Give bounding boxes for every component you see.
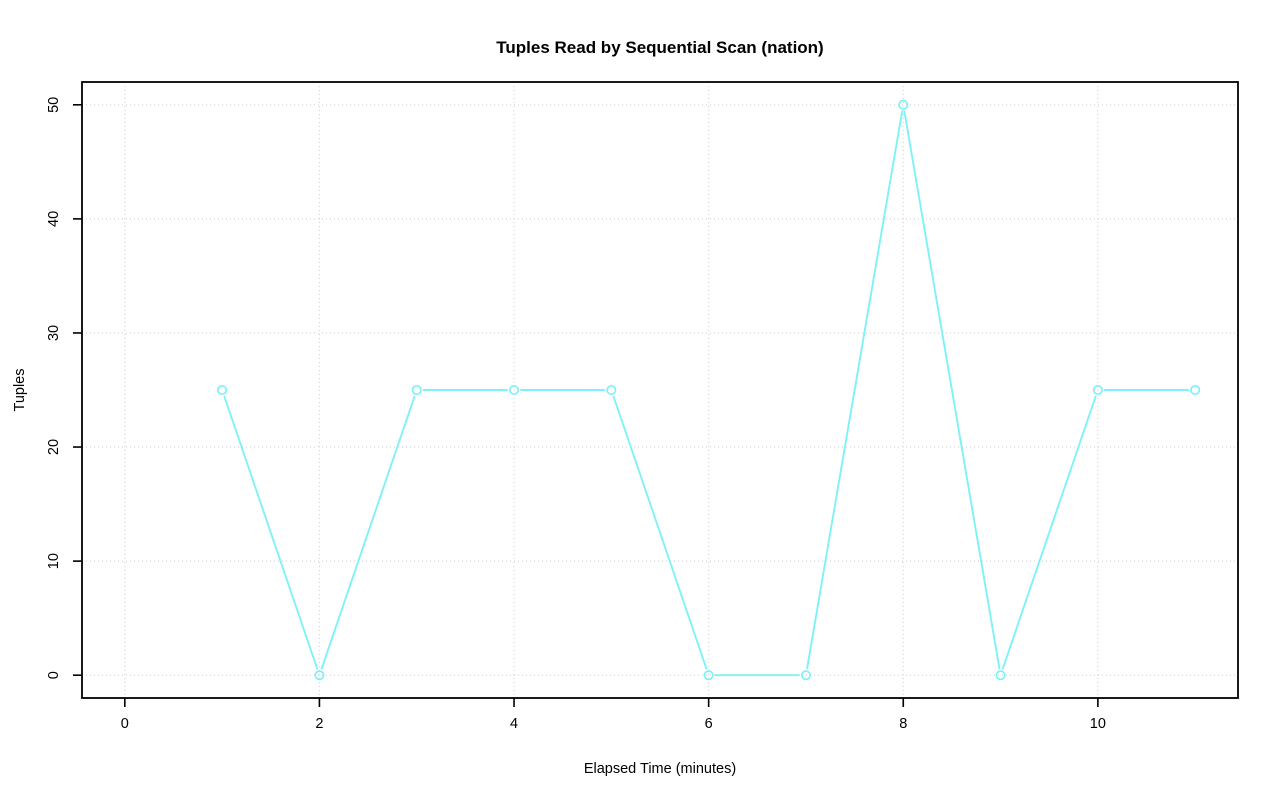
axis-layer: 0 2 4 6 8 10 0 10 20 30 40 50 bbox=[46, 81, 1239, 732]
x-tick-label: 0 bbox=[121, 716, 129, 732]
data-point-marker bbox=[606, 384, 617, 396]
data-point-marker bbox=[314, 670, 325, 681]
data-point-marker bbox=[995, 670, 1006, 681]
data-point-marker bbox=[411, 384, 422, 396]
series-layer bbox=[217, 99, 1201, 681]
data-point-marker bbox=[800, 670, 812, 681]
line-segment bbox=[1001, 395, 1097, 670]
line-segment bbox=[612, 395, 708, 670]
y-tick-label: 40 bbox=[46, 211, 62, 227]
data-point-marker bbox=[898, 99, 909, 110]
line-segment bbox=[903, 110, 1001, 670]
chart-title: Tuples Read by Sequential Scan (nation) bbox=[496, 38, 823, 57]
line-segment bbox=[320, 395, 416, 670]
x-tick-label: 6 bbox=[705, 716, 713, 732]
x-tick-label: 4 bbox=[510, 716, 518, 732]
plot-border bbox=[81, 81, 1239, 699]
data-point-marker bbox=[217, 384, 228, 396]
y-tick-label: 0 bbox=[46, 671, 62, 679]
y-tick-label: 10 bbox=[46, 553, 62, 569]
x-tick-label: 10 bbox=[1090, 716, 1106, 732]
data-point-marker bbox=[508, 384, 520, 396]
line-segment bbox=[223, 395, 319, 670]
data-point-marker bbox=[703, 670, 714, 681]
x-tick-label: 2 bbox=[315, 716, 323, 732]
y-tick-label: 50 bbox=[46, 97, 62, 113]
x-axis-title: Elapsed Time (minutes) bbox=[584, 761, 736, 777]
grid-layer bbox=[82, 82, 1238, 698]
line-segment bbox=[806, 110, 904, 670]
y-axis-title: Tuples bbox=[12, 369, 28, 412]
y-tick-label: 30 bbox=[46, 325, 62, 341]
x-tick-label: 8 bbox=[899, 716, 907, 732]
data-point-marker bbox=[1092, 384, 1103, 396]
data-point-marker bbox=[1190, 384, 1201, 396]
y-tick-label: 20 bbox=[46, 439, 62, 455]
